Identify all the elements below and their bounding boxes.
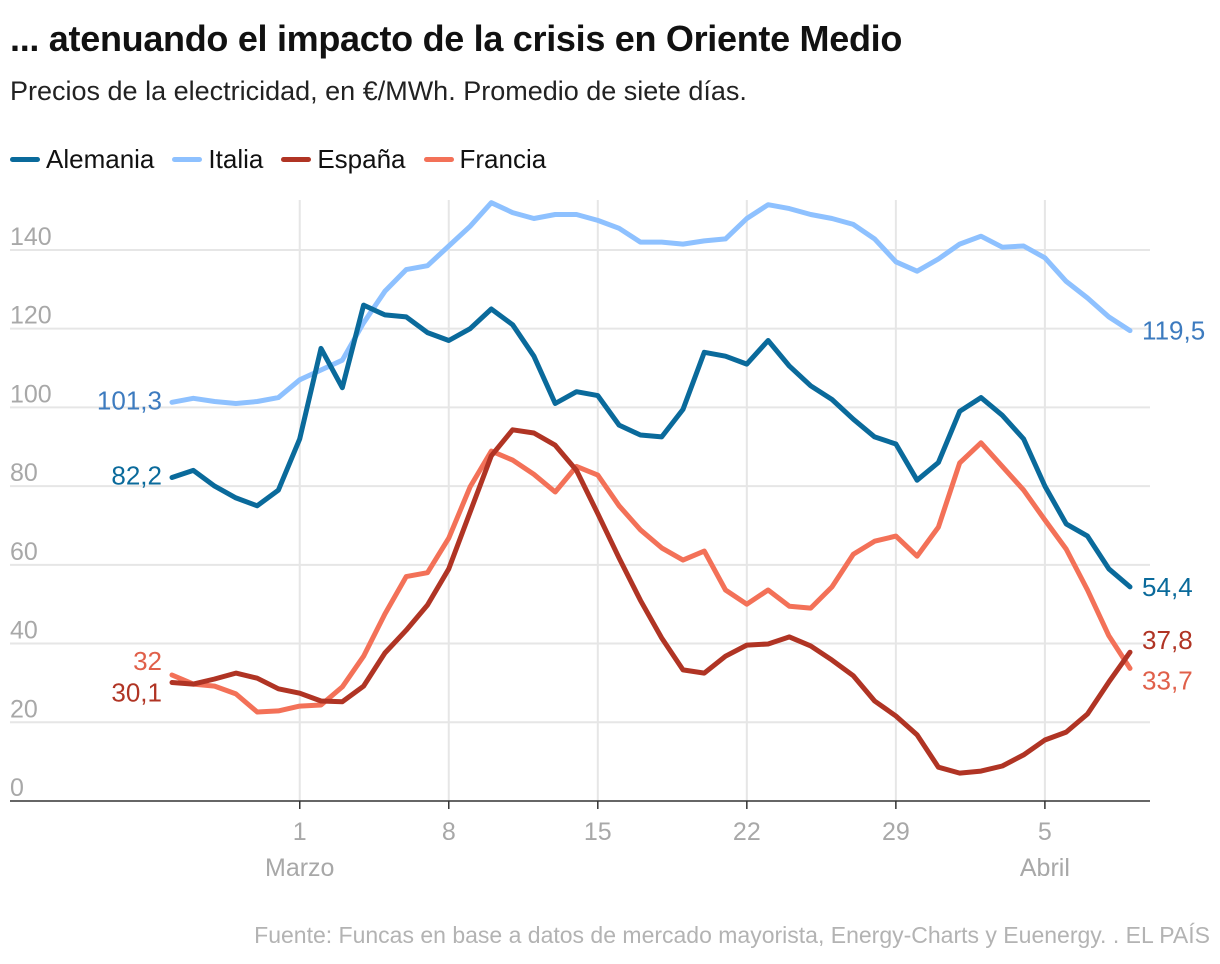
end-value-label: 37,8: [1142, 625, 1193, 655]
start-value-label: 101,3: [97, 385, 162, 415]
legend-item-italia: Italia: [172, 144, 263, 175]
legend: Alemania Italia España Francia: [10, 144, 546, 175]
legend-item-francia: Francia: [423, 144, 547, 175]
y-tick-label: 80: [10, 459, 38, 487]
series-line-españa: [169, 427, 1133, 776]
source-note: Fuente: Funcas en base a datos de mercad…: [254, 922, 1210, 948]
legend-label: España: [317, 144, 406, 174]
x-tick-label: 15: [584, 818, 612, 846]
y-tick-label: 120: [10, 302, 52, 330]
end-value-label: 54,4: [1142, 572, 1193, 602]
legend-label: Italia: [208, 144, 264, 174]
x-tick-label: 22: [733, 818, 761, 846]
x-tick-label: 1: [293, 818, 307, 846]
y-tick-label: 140: [10, 223, 52, 251]
y-tick-label: 0: [10, 774, 24, 802]
x-tick-label: 5: [1038, 818, 1052, 846]
x-tick-label: 29: [882, 818, 910, 846]
series-line-alemania: [169, 302, 1133, 590]
legend-item-espana: España: [281, 144, 406, 175]
legend-swatch: [10, 157, 40, 162]
legend-label: Francia: [459, 144, 547, 174]
x-tick-label: 8: [442, 818, 456, 846]
chart-subtitle: Precios de la electricidad, en €/MWh. Pr…: [10, 76, 747, 106]
x-month-label: Marzo: [265, 854, 334, 882]
start-value-label: 32: [133, 646, 162, 676]
y-tick-label: 20: [10, 695, 38, 723]
end-value-label: 33,7: [1142, 665, 1193, 695]
start-value-label: 30,1: [111, 678, 162, 708]
legend-item-alemania: Alemania: [10, 144, 154, 175]
chart-title: ... atenuando el impacto de la crisis en…: [10, 18, 903, 59]
legend-swatch: [172, 157, 203, 162]
legend-label: Alemania: [46, 144, 155, 174]
x-month-label: Abril: [1020, 854, 1070, 882]
series-line-francia: [169, 440, 1133, 715]
y-tick-label: 60: [10, 538, 38, 566]
end-value-label: 119,5: [1142, 316, 1205, 346]
y-tick-label: 100: [10, 380, 52, 408]
legend-swatch: [423, 157, 454, 162]
legend-swatch: [281, 157, 312, 162]
y-tick-label: 40: [10, 617, 38, 645]
start-value-label: 82,2: [111, 460, 162, 490]
